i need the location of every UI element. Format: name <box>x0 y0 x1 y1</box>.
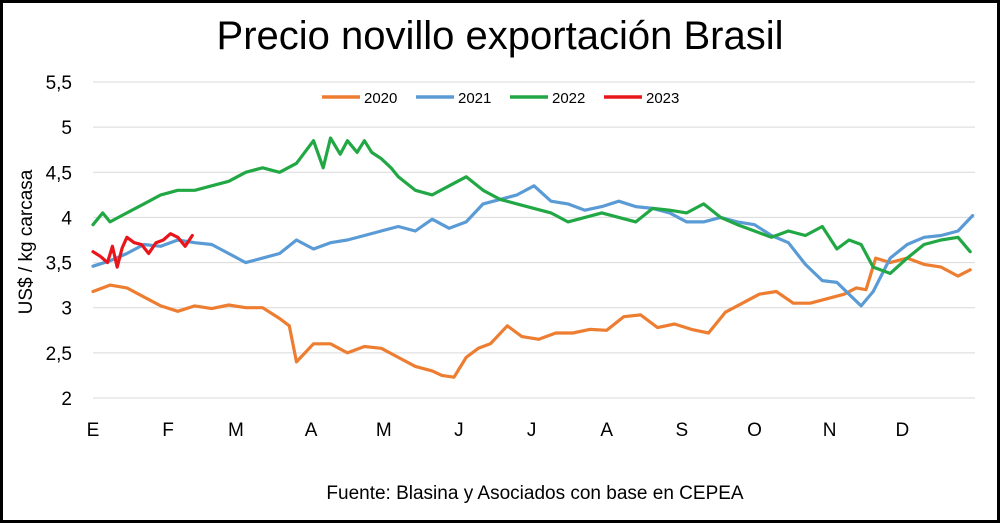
x-tick-label: M <box>228 420 244 441</box>
x-tick-label: F <box>162 420 174 441</box>
y-axis-label: US$ / kg carcasa <box>16 169 37 314</box>
legend-label-2023: 2023 <box>646 90 679 107</box>
x-tick-label: M <box>376 420 392 441</box>
y-axis-ticks: 2 2,5 3 3,5 4 4,5 5 5,5 <box>46 73 73 410</box>
y-tick-label: 4,5 <box>46 163 72 184</box>
legend-label-2021: 2021 <box>458 90 491 107</box>
legend-label-2020: 2020 <box>364 90 397 107</box>
series-line-2023 <box>91 232 194 269</box>
y-tick-label: 3 <box>61 299 72 320</box>
series-line-2022 <box>91 136 972 275</box>
x-tick-label: S <box>675 420 688 441</box>
x-tick-label: E <box>87 420 100 441</box>
x-tick-label: J <box>527 420 537 441</box>
y-tick-label: 2 <box>61 389 72 410</box>
x-tick-label: A <box>305 420 318 441</box>
series-line-2021 <box>91 184 975 308</box>
x-tick-label: D <box>895 420 909 441</box>
y-tick-label: 5,5 <box>46 73 72 94</box>
gridlines <box>93 81 975 399</box>
series-line-2020 <box>91 256 972 379</box>
x-tick-label: J <box>454 420 464 441</box>
source-note: Fuente: Blasina y Asociados con base en … <box>326 483 744 504</box>
series-lines <box>91 136 975 379</box>
x-tick-label: O <box>747 420 762 441</box>
y-tick-label: 5 <box>61 118 72 139</box>
legend: 2020 2021 2022 2023 <box>322 90 679 107</box>
y-tick-label: 3,5 <box>46 254 72 275</box>
legend-label-2022: 2022 <box>552 90 585 107</box>
x-tick-label: A <box>600 420 613 441</box>
x-tick-label: N <box>823 420 837 441</box>
y-tick-label: 2,5 <box>46 344 72 365</box>
y-tick-label: 4 <box>61 208 72 229</box>
chart-title: Precio novillo exportación Brasil <box>216 14 784 58</box>
